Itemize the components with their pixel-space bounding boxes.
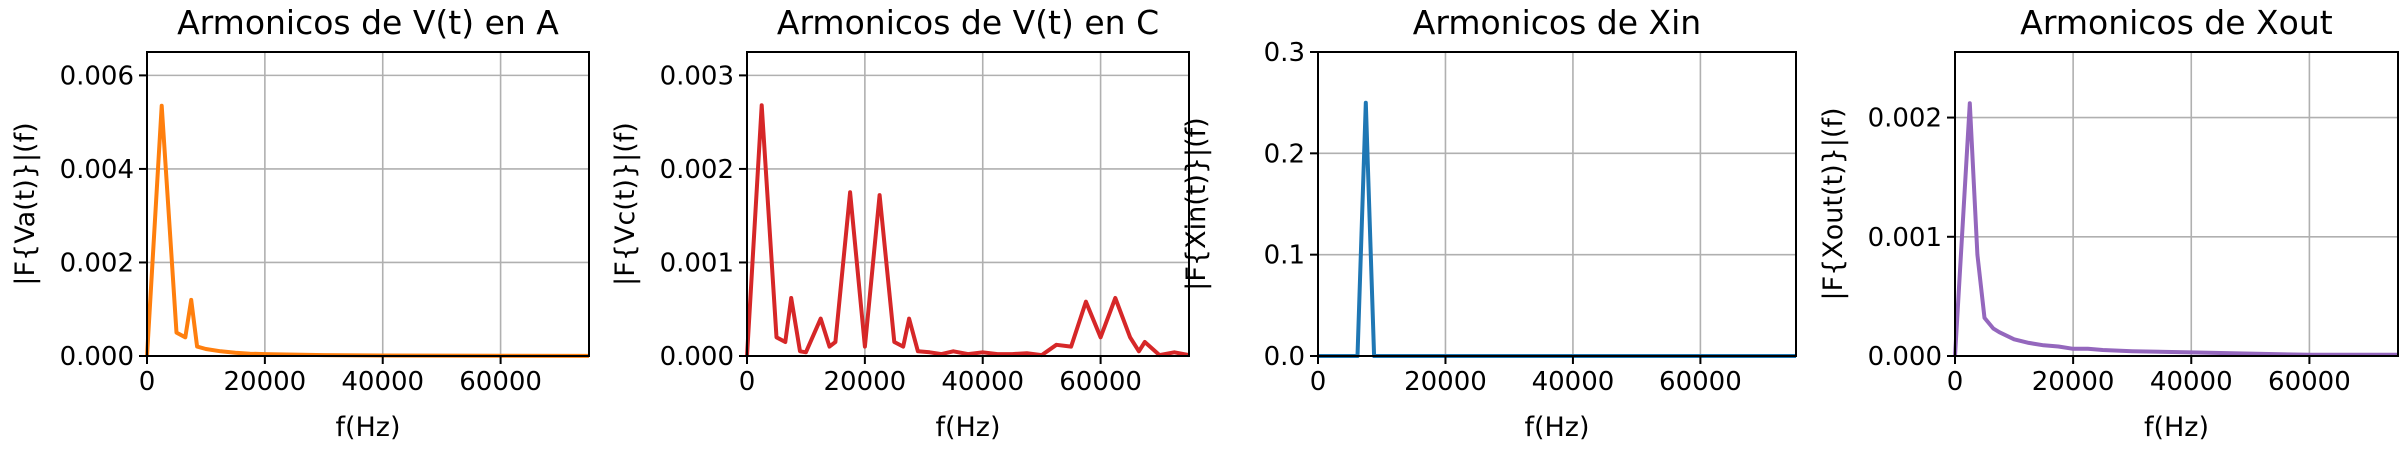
chart-title: Armonicos de V(t) en C (777, 3, 1159, 42)
y-tick-label: 0.000 (1868, 342, 1942, 372)
x-tick-label: 0 (739, 367, 756, 397)
x-tick-label: 0 (1947, 367, 1964, 397)
subplot-2: 0 20000 40000 60000 0.000 0.001 0.002 0.003 Armo… (610, 3, 1190, 443)
x-tick-label: 20000 (1404, 367, 1487, 397)
y-axis-label: |F{Va(t)}|(f) (10, 122, 41, 285)
y-tick-label: 0.006 (60, 61, 134, 91)
subplot-3: 0 20000 40000 60000 0.0 0.1 0.2 0.3 Armonicos de… (1181, 3, 1797, 443)
x-tick-label: 60000 (459, 367, 542, 397)
x-tick-label: 40000 (2150, 367, 2233, 397)
series-line-1 (1318, 100, 1796, 358)
y-axis-label: |F{Xout(t)}|(f) (1818, 107, 1849, 300)
x-axis-label: f(Hz) (335, 412, 400, 443)
x-tick-label: 60000 (2268, 367, 2351, 397)
y-tick-label: 0.001 (660, 248, 734, 278)
x-tick-label: 20000 (224, 367, 307, 397)
y-tick-label: 0.1 (1264, 241, 1305, 271)
x-tick-label: 20000 (2032, 367, 2115, 397)
x-tick-label: 0 (1310, 367, 1327, 397)
x-axis-label: f(Hz) (1524, 412, 1589, 443)
subplot-4: 0 20000 40000 60000 0.000 0.001 0.002 Armonicos… (1818, 3, 2399, 443)
chart-title: Armonicos de Xin (1413, 3, 1701, 42)
axes-frame (146, 51, 590, 357)
series-line-1 (145, 103, 590, 358)
series-line-1 (1953, 101, 2398, 357)
series-line-1 (745, 103, 1190, 358)
x-tick-label: 0 (139, 367, 156, 397)
y-tick-label: 0.000 (660, 342, 734, 372)
y-tick-label: 0.000 (60, 342, 134, 372)
x-axis-label: f(Hz) (935, 412, 1000, 443)
y-axis-label: |F{Vc(t)}|(f) (610, 122, 641, 286)
y-tick-label: 0.004 (60, 155, 134, 185)
subplot-1: 0 20000 40000 60000 0.000 0.002 0.004 0.006 Armo… (10, 3, 590, 443)
axes-frame (746, 51, 1190, 357)
y-tick-label: 0.003 (660, 61, 734, 91)
chart-title: Armonicos de Xout (2020, 3, 2332, 42)
x-tick-label: 20000 (824, 367, 907, 397)
axes-frame (1954, 51, 2399, 357)
x-tick-label: 40000 (941, 367, 1024, 397)
chart-title: Armonicos de V(t) en A (177, 3, 559, 42)
x-tick-label: 60000 (1659, 367, 1742, 397)
y-tick-label: 0.2 (1264, 139, 1305, 169)
y-axis-label: |F{Xin(t)}|(f) (1181, 117, 1212, 290)
y-tick-label: 0.002 (60, 248, 134, 278)
x-tick-label: 60000 (1059, 367, 1142, 397)
y-tick-label: 0.0 (1264, 342, 1305, 372)
y-tick-label: 0.002 (660, 155, 734, 185)
y-tick-label: 0.3 (1264, 38, 1305, 68)
x-tick-label: 40000 (1532, 367, 1615, 397)
y-tick-label: 0.002 (1868, 104, 1942, 134)
x-tick-label: 40000 (341, 367, 424, 397)
x-axis-label: f(Hz) (2144, 412, 2209, 443)
axes-frame (1317, 51, 1797, 357)
y-tick-label: 0.001 (1868, 223, 1942, 253)
